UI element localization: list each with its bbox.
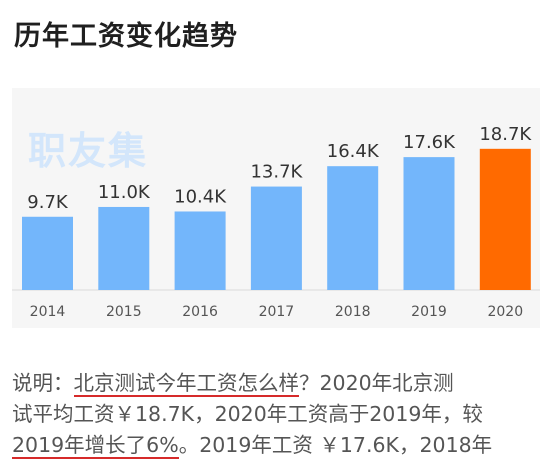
bar-2016 <box>174 211 226 290</box>
salary-question-link[interactable]: 北京测试今年工资怎么样 <box>73 371 299 397</box>
bar-2018 <box>327 166 379 290</box>
x-tick-label: 2015 <box>106 304 142 320</box>
x-tick-label: 2020 <box>487 304 523 320</box>
description-line-3: 2019年增长了6%。2019年工资 ￥17.6K，2018年 <box>12 430 540 461</box>
bar-value-label: 13.7K <box>250 162 303 183</box>
bar-value-label: 16.4K <box>327 141 380 162</box>
bar-value-label: 9.7K <box>27 192 69 213</box>
bar-value-label: 10.4K <box>174 186 227 207</box>
growth-link[interactable]: 2019年增长了6% <box>12 433 179 459</box>
description-line-2: 试平均工资￥18.7K，2020年工资高于2019年，较 <box>12 399 540 430</box>
description-prefix: 说明： <box>12 371 74 395</box>
x-tick-label: 2014 <box>30 304 66 320</box>
bar-2015 <box>98 206 150 290</box>
bar-value-label: 17.6K <box>403 132 456 153</box>
description: 说明：北京测试今年工资怎么样？2020年北京测 试平均工资￥18.7K，2020… <box>12 368 540 461</box>
bar-2020 <box>479 148 531 290</box>
salary-bar-chart: 9.7K 2014 11.0K 2015 10.4K 2016 13.7K 2017 16.4K… <box>12 124 540 320</box>
bar-2017 <box>250 186 302 290</box>
description-line-1: 说明：北京测试今年工资怎么样？2020年北京测 <box>12 368 540 399</box>
bar-2019 <box>403 157 455 290</box>
x-tick-label: 2017 <box>259 304 295 320</box>
watermark: 职友集 <box>28 129 149 173</box>
description-text-2: 试平均工资￥18.7K，2020年工资高于2019年，较 <box>12 402 483 426</box>
x-tick-label: 2019 <box>411 304 447 320</box>
x-tick-label: 2016 <box>182 304 218 320</box>
description-text-3: 。2019年工资 ￥17.6K，2018年 <box>178 433 493 457</box>
description-text-1: ？2020年北京测 <box>299 371 454 395</box>
bar-value-label: 11.0K <box>98 182 151 203</box>
x-tick-label: 2018 <box>335 304 371 320</box>
bar-value-label: 18.7K <box>479 124 532 145</box>
bar-2014 <box>22 216 73 290</box>
page-title: 历年工资变化趋势 <box>14 21 238 52</box>
